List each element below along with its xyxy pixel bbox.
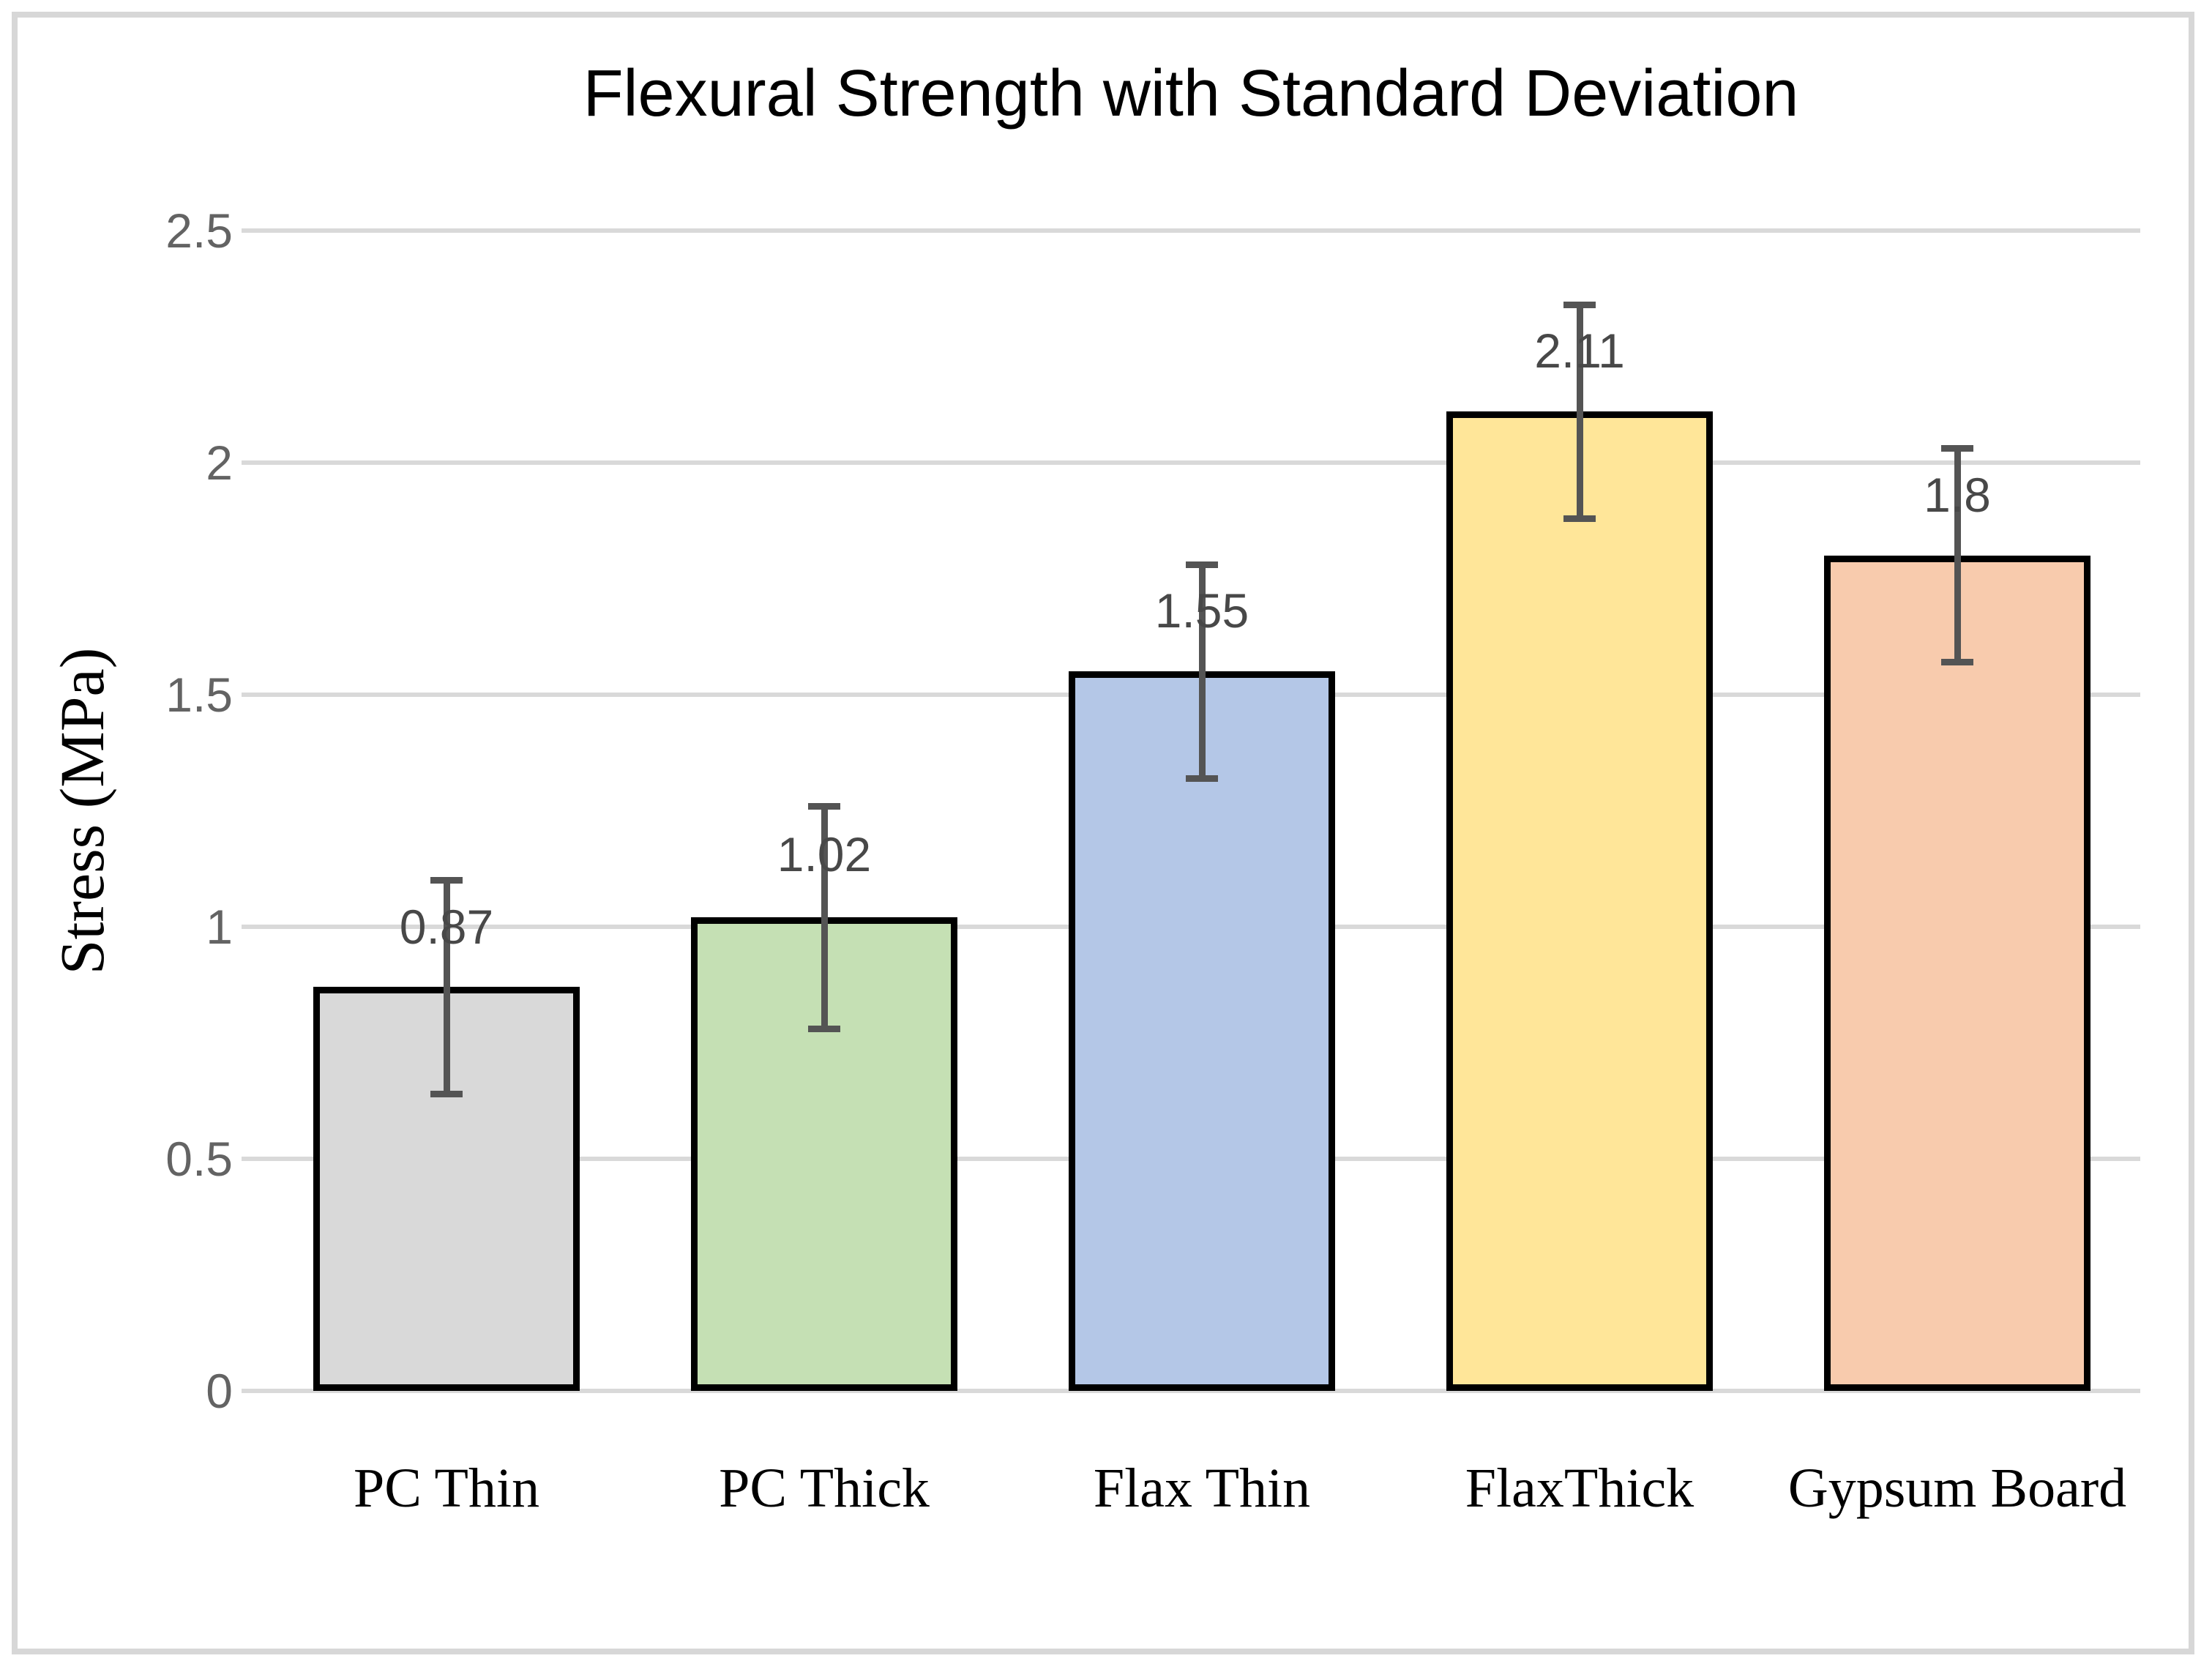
y-tick-label: 2 bbox=[206, 436, 233, 490]
error-bar-bottom-cap bbox=[1186, 775, 1218, 782]
gridline bbox=[242, 1389, 2140, 1393]
gridline bbox=[242, 228, 2140, 233]
error-bar-top-cap bbox=[808, 802, 840, 810]
x-axis-label: Gypsum Board bbox=[1787, 1458, 2127, 1519]
bar bbox=[1069, 671, 1335, 1391]
error-bar-line bbox=[443, 880, 450, 1094]
x-axis-label: PC Thick bbox=[719, 1458, 930, 1519]
y-tick-label: 0 bbox=[206, 1364, 233, 1418]
error-bar-line bbox=[821, 806, 828, 1029]
x-axis-label: Flax Thin bbox=[1093, 1458, 1311, 1519]
data-label: 1.02 bbox=[777, 827, 872, 882]
data-label: 1.8 bbox=[1924, 467, 1991, 522]
y-tick-label: 1 bbox=[206, 900, 233, 954]
error-bar-top-cap bbox=[1563, 301, 1596, 308]
error-bar-line bbox=[1198, 564, 1206, 779]
chart-border bbox=[12, 12, 2194, 1654]
error-bar-top-cap bbox=[1941, 445, 1973, 452]
error-bar-line bbox=[1954, 448, 1961, 663]
data-label: 2.11 bbox=[1534, 324, 1625, 378]
x-axis-label: FlaxThick bbox=[1465, 1458, 1695, 1519]
bar bbox=[1824, 555, 2090, 1391]
error-bar-top-cap bbox=[430, 877, 463, 884]
data-label: 1.55 bbox=[1154, 583, 1249, 638]
chart-title: Flexural Strength with Standard Deviatio… bbox=[583, 57, 1799, 130]
data-label: 0.87 bbox=[399, 899, 494, 954]
x-axis-label: PC Thin bbox=[353, 1458, 540, 1519]
bar bbox=[1446, 411, 1713, 1391]
error-bar-bottom-cap bbox=[430, 1090, 463, 1097]
error-bar-bottom-cap bbox=[1563, 515, 1596, 522]
y-tick-label: 0.5 bbox=[165, 1132, 233, 1186]
y-tick-label: 1.5 bbox=[165, 668, 233, 722]
gridline bbox=[242, 460, 2140, 465]
error-bar-top-cap bbox=[1186, 561, 1218, 568]
error-bar-bottom-cap bbox=[1941, 659, 1973, 666]
error-bar-line bbox=[1576, 305, 1583, 519]
y-tick-label: 2.5 bbox=[165, 204, 233, 258]
error-bar-bottom-cap bbox=[808, 1025, 840, 1032]
